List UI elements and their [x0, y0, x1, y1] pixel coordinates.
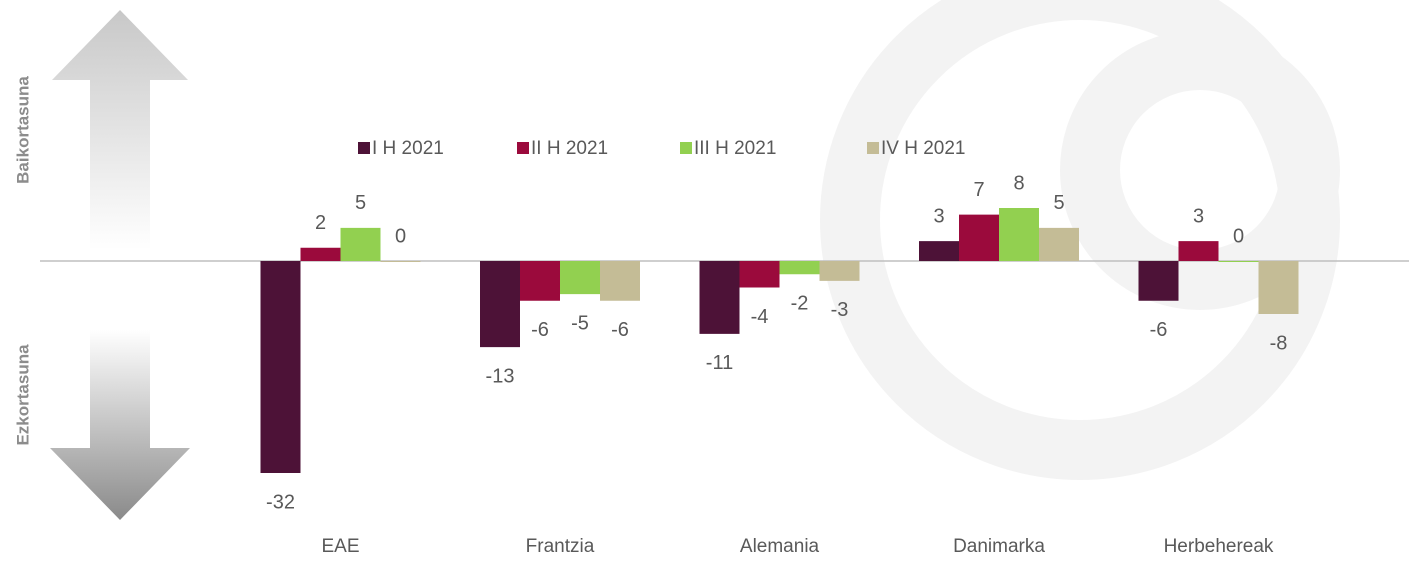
bar: [1218, 261, 1259, 262]
side-label: Ezkortasuna: [13, 344, 32, 446]
x-tick-label: Herbehereak: [1164, 536, 1274, 557]
data-label: -13: [486, 365, 515, 387]
data-label: -5: [571, 312, 589, 334]
bar: [959, 214, 999, 261]
up-arrow: [52, 10, 188, 250]
bar: [520, 261, 560, 301]
legend-swatch: [358, 142, 370, 154]
data-label: -3: [831, 299, 849, 321]
down-arrow: [50, 330, 190, 520]
data-label: 5: [1053, 192, 1064, 214]
legend-label: IV H 2021: [881, 138, 966, 159]
data-label: -6: [1150, 319, 1168, 341]
legend-swatch: [867, 142, 879, 154]
data-label: 7: [973, 179, 984, 201]
legend-label: II H 2021: [531, 138, 608, 159]
bar: [1258, 261, 1299, 314]
data-label: 3: [1193, 205, 1204, 227]
data-label: 0: [1233, 225, 1244, 247]
bar: [560, 261, 600, 295]
bar: [999, 208, 1039, 261]
data-label: 3: [933, 205, 944, 227]
bar: [300, 247, 341, 261]
x-tick-label: Frantzia: [526, 536, 595, 557]
bar: [819, 261, 860, 281]
bar: [1138, 261, 1179, 301]
legend-label: I H 2021: [372, 138, 444, 159]
bar: [1178, 241, 1219, 261]
legend-swatch: [517, 142, 529, 154]
data-label: -32: [266, 491, 295, 513]
data-label: -4: [751, 306, 769, 328]
data-label: 8: [1013, 172, 1024, 194]
bar: [600, 261, 640, 301]
x-tick-label: Alemania: [740, 536, 820, 557]
bar: [779, 261, 820, 275]
data-label: -8: [1270, 332, 1288, 354]
data-label: -6: [611, 319, 629, 341]
data-label: 0: [395, 225, 406, 247]
bar: [380, 261, 421, 262]
watermark: [820, 0, 1340, 480]
x-tick-label: Danimarka: [953, 536, 1045, 557]
bar: [739, 261, 780, 288]
x-tick-label: EAE: [321, 536, 359, 557]
data-label: -2: [791, 293, 809, 315]
bar: [1039, 227, 1079, 261]
data-label: 5: [355, 192, 366, 214]
data-label: -11: [706, 352, 733, 374]
legend-label: III H 2021: [694, 138, 776, 159]
data-label: -6: [531, 319, 549, 341]
bar: [260, 261, 301, 473]
legend-swatch: [680, 142, 692, 154]
bar: [919, 241, 959, 261]
data-label: 2: [315, 212, 326, 234]
bar: [340, 227, 381, 261]
bar: [480, 261, 520, 348]
bar: [699, 261, 740, 334]
side-label: Baikortasuna: [13, 76, 32, 184]
